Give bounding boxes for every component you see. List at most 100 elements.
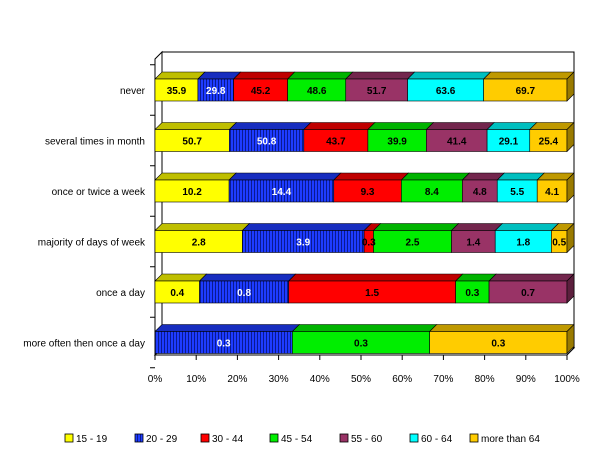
x-tick-label: 20%: [227, 374, 247, 385]
data-label: 41.4: [447, 137, 467, 148]
bar-side-face: [566, 222, 575, 254]
data-label: 45.2: [251, 86, 271, 97]
bar-side-face: [566, 121, 575, 153]
data-label-group: 35.9 29.8 45.2 48.6 51.7 63.6 69.7 50.7 50.8 43.7…: [167, 86, 567, 350]
data-label: 1.4: [466, 238, 480, 249]
legend: 15 - 19 20 - 29 30 - 44 45 - 54 55 - 60 60 - …: [64, 433, 540, 445]
data-label: 14.4: [272, 187, 292, 198]
legend-swatch: [339, 433, 349, 443]
bar-segment: [496, 172, 545, 203]
bar-segment: [428, 324, 575, 354]
bar-segment: [232, 71, 296, 102]
data-label: 0.3: [362, 238, 376, 249]
legend-swatch: [409, 433, 419, 443]
data-label: 4.8: [473, 187, 487, 198]
bar-segment: [529, 122, 575, 152]
bar-segment: [486, 122, 538, 152]
x-tick-label: 90%: [516, 374, 536, 385]
bar-segment: [536, 172, 575, 203]
bar-top-face: [303, 122, 376, 130]
data-label: 3.9: [296, 238, 310, 249]
bar-top-face: [345, 71, 416, 80]
bar-segment: [228, 172, 342, 203]
bar-top-face: [482, 71, 575, 80]
bar-top-face: [154, 273, 208, 282]
bar-top-face: [197, 71, 242, 80]
y-axis: never several times in month once or twice…: [23, 64, 155, 369]
bar-top-face: [496, 172, 545, 181]
bar-group: [154, 71, 575, 355]
data-label: 29.1: [499, 137, 519, 148]
data-label: 0.7: [521, 288, 535, 299]
legend-label: 55 - 60: [351, 434, 383, 445]
bar-segment: [154, 324, 301, 354]
data-label: 0.4: [170, 288, 184, 299]
bar-segment: [154, 223, 251, 253]
bar-top-face: [228, 122, 312, 130]
legend-label: 15 - 19: [76, 434, 108, 445]
bar-top-face: [406, 71, 492, 80]
bar-side-face: [566, 172, 575, 203]
x-tick-label: 70%: [433, 374, 453, 385]
x-tick-label: 40%: [310, 374, 330, 385]
bar-top-face: [372, 223, 460, 231]
x-tick-label: 50%: [351, 374, 371, 385]
bar-segment: [345, 71, 416, 102]
legend-label: 30 - 44: [212, 434, 244, 445]
data-label: 51.7: [367, 86, 387, 97]
category-label: majority of days of week: [38, 238, 146, 249]
legend-swatch: [64, 433, 74, 443]
bar-top-face: [291, 324, 438, 332]
data-label: 0.3: [217, 339, 231, 350]
x-tick-label: 80%: [475, 374, 495, 385]
data-label: 5.5: [510, 187, 524, 198]
data-label: 39.9: [387, 137, 407, 148]
category-label: never: [120, 86, 146, 97]
legend-swatch: [469, 433, 479, 443]
bar-top-face: [241, 223, 372, 231]
data-label: 2.5: [406, 238, 420, 249]
bar-top-face: [154, 223, 251, 231]
bar-segment: [154, 273, 208, 304]
bar-segment: [372, 223, 460, 253]
data-label: 43.7: [326, 137, 346, 148]
bar-side-face: [566, 323, 575, 355]
data-label: 0.3: [354, 339, 368, 350]
bar-segment: [482, 71, 575, 102]
data-label: 29.8: [206, 86, 226, 97]
category-label: several times in month: [45, 137, 145, 148]
bar-side-face: [566, 71, 575, 102]
legend-label: 60 - 64: [421, 434, 453, 445]
bar-top-face: [400, 172, 471, 181]
data-label: 35.9: [167, 86, 187, 97]
bar-top-face: [486, 122, 538, 130]
x-axis: 0% 10% 20% 30% 40% 50% 60% 70% 80% 90% 100%: [148, 354, 580, 385]
bar-top-face: [232, 71, 296, 80]
data-label: 10.2: [182, 187, 202, 198]
bar-top-face: [154, 71, 206, 80]
bar-top-face: [228, 172, 342, 181]
bar-segment: [287, 273, 464, 304]
bar-top-face: [154, 324, 301, 332]
x-tick-label: 30%: [269, 374, 289, 385]
bar-top-face: [198, 273, 297, 282]
legend-label: more than 64: [481, 434, 540, 445]
bar-top-face: [286, 71, 354, 80]
data-label: 69.7: [516, 86, 536, 97]
legend-swatch: [134, 433, 144, 443]
bar-top-face: [333, 172, 410, 181]
data-label: 9.3: [361, 187, 375, 198]
legend-swatch: [269, 433, 279, 443]
data-label: 48.6: [307, 86, 327, 97]
data-label: 1.8: [516, 238, 530, 249]
bar-side-face: [566, 273, 575, 304]
legend-label: 45 - 54: [281, 434, 313, 445]
bar-segment: [406, 71, 492, 102]
data-label: 25.4: [539, 137, 559, 148]
data-label: 0.3: [491, 339, 505, 350]
bar-segment: [228, 122, 312, 152]
data-label: 8.4: [425, 187, 439, 198]
x-tick-label: 0%: [148, 374, 163, 385]
